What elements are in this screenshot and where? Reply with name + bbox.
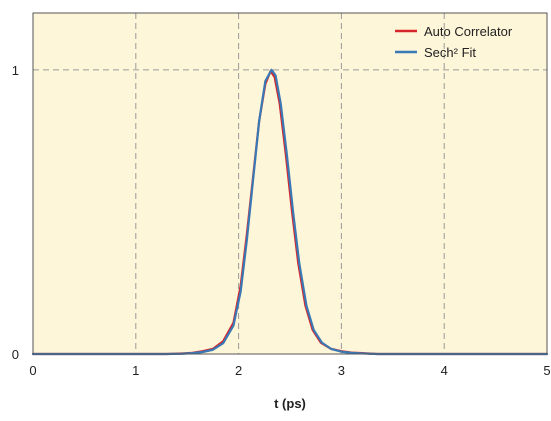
series-layer — [31, 68, 549, 356]
x-tick-label: 2 — [235, 363, 242, 378]
tick-labels: 0 1 2 3 4 5 0 1 — [12, 63, 551, 378]
series-line-2 — [31, 68, 549, 356]
x-axis-label: t (ps) — [274, 396, 306, 411]
legend-label-2: Sech² Fit — [424, 45, 476, 60]
x-tick-label: 4 — [441, 363, 448, 378]
legend-label-1: Auto Correlator — [424, 24, 513, 39]
legend: Auto Correlator Sech² Fit — [395, 24, 513, 60]
x-tick-label: 1 — [132, 363, 139, 378]
plot-frame — [32, 12, 548, 355]
x-tick-label: 3 — [338, 363, 345, 378]
y-tick-label: 1 — [12, 63, 19, 78]
x-tick-label: 0 — [29, 363, 36, 378]
y-tick-label: 0 — [12, 347, 19, 362]
x-tick-label: 5 — [543, 363, 550, 378]
